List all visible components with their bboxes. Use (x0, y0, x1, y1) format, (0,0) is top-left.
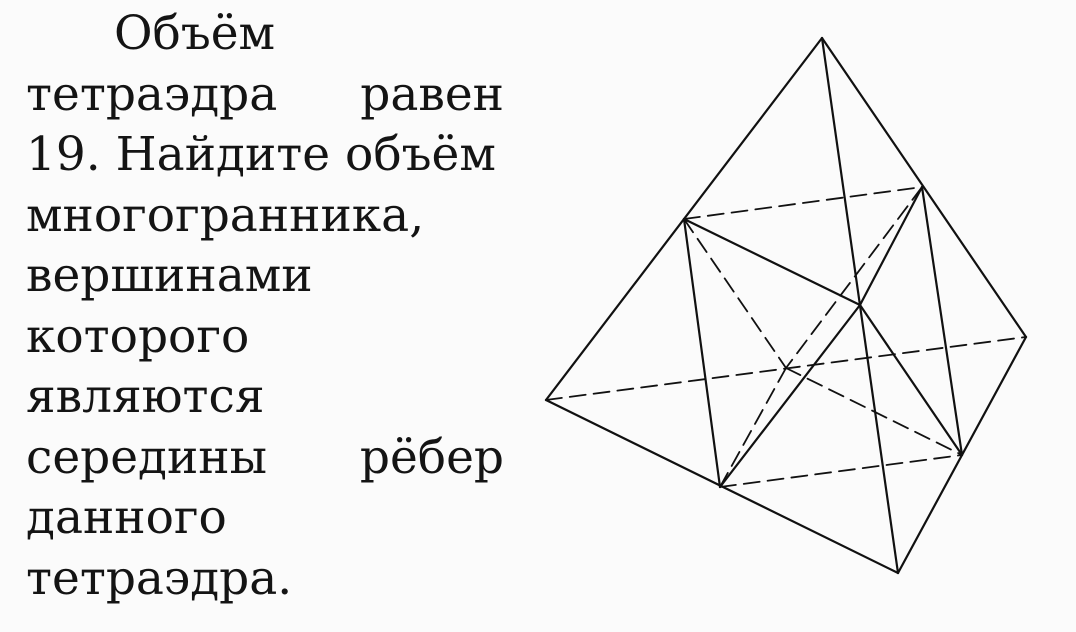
octa-edge-hidden-left-bottom-right-bottom (719, 454, 963, 488)
text-word: середины (26, 429, 268, 485)
octa-edge-apex-left-apex-bottom (682, 217, 862, 307)
octa-edge-hidden-apex-left-apex-right (683, 186, 923, 220)
text-line-8: середины рёбер (26, 428, 504, 489)
octa-edge-apex-left-left-bottom (682, 217, 722, 489)
octa-edge-apex-bottom-left-bottom (718, 303, 862, 489)
problem-statement: Объём тетраэдра равен 19. Найдите объём … (26, 4, 504, 609)
octa-edge-hidden-left-right-left-bottom (719, 367, 787, 488)
text-word: тетраэдра (26, 66, 278, 122)
text-word: равен (360, 66, 504, 122)
text-word: которого (26, 308, 250, 364)
text-line-1: Объём (26, 4, 504, 65)
text-word: тетраэдра. (26, 550, 293, 606)
tetra-edge-left-bottom (544, 398, 900, 575)
octa-edge-hidden-apex-right-left-right (785, 186, 923, 369)
text-word: Объём (114, 6, 276, 61)
octa-edge-apex-right-right-bottom (920, 185, 964, 457)
text-word: рёбер (359, 429, 504, 485)
text-line-10: тетраэдра. (26, 549, 504, 610)
text-word: многогранника, (26, 187, 425, 243)
text-word: вершинами (26, 248, 313, 303)
text-line-6: которого (26, 307, 504, 368)
text-line-3: 19. Найдите объём (26, 125, 504, 186)
text-line-9: данного (26, 488, 504, 549)
tetra-edge-apex-right (820, 36, 1028, 339)
octa-edge-hidden-apex-left-left-right (683, 218, 787, 369)
octa-edge-apex-right-apex-bottom (858, 185, 924, 307)
text-word: 19. Найдите объём (26, 127, 496, 182)
text-line-7: являются (26, 367, 504, 428)
text-word: данного (26, 490, 227, 545)
text-line-5: вершинами (26, 246, 504, 307)
octa-edge-apex-bottom-right-bottom (858, 303, 964, 457)
text-line-4: многогранника, (26, 186, 504, 247)
text-line-2: тетраэдра равен (26, 65, 504, 126)
text-word: являются (26, 369, 265, 424)
